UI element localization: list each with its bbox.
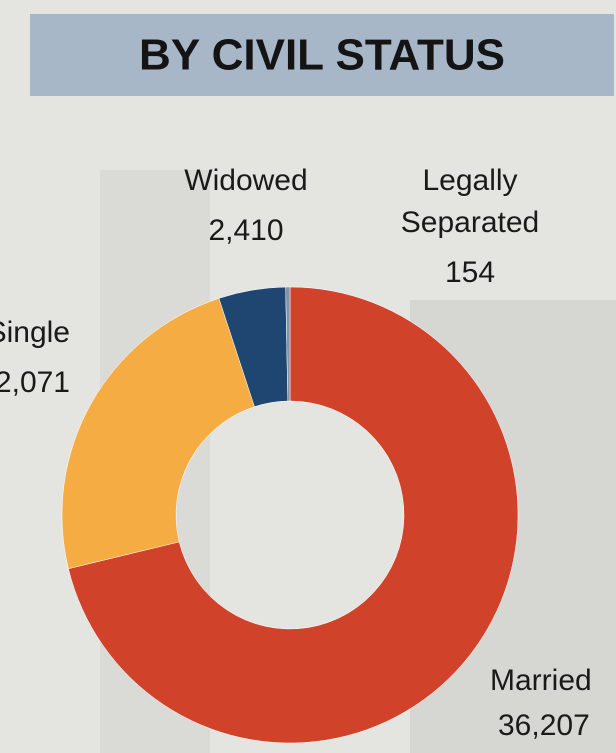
chart: BY CIVIL STATUS Married 36,207 Single 12,07… [0,0,616,753]
value-label: 36,207 [498,709,590,742]
value-label: 154 [445,256,495,289]
value-label: 2,410 [208,214,283,247]
slice-label: Married [490,664,592,697]
slice-label: Single [0,316,70,349]
slice-label: Widowed [184,164,307,197]
chart-title: BY CIVIL STATUS [139,31,505,80]
value-label: 12,071 [0,366,70,399]
page: {"chart_data": {"type": "donut", "title"… [0,0,616,753]
